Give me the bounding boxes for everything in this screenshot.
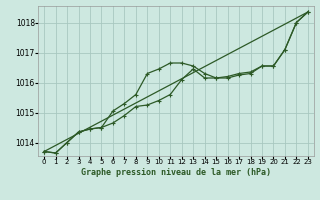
X-axis label: Graphe pression niveau de la mer (hPa): Graphe pression niveau de la mer (hPa) [81,168,271,177]
